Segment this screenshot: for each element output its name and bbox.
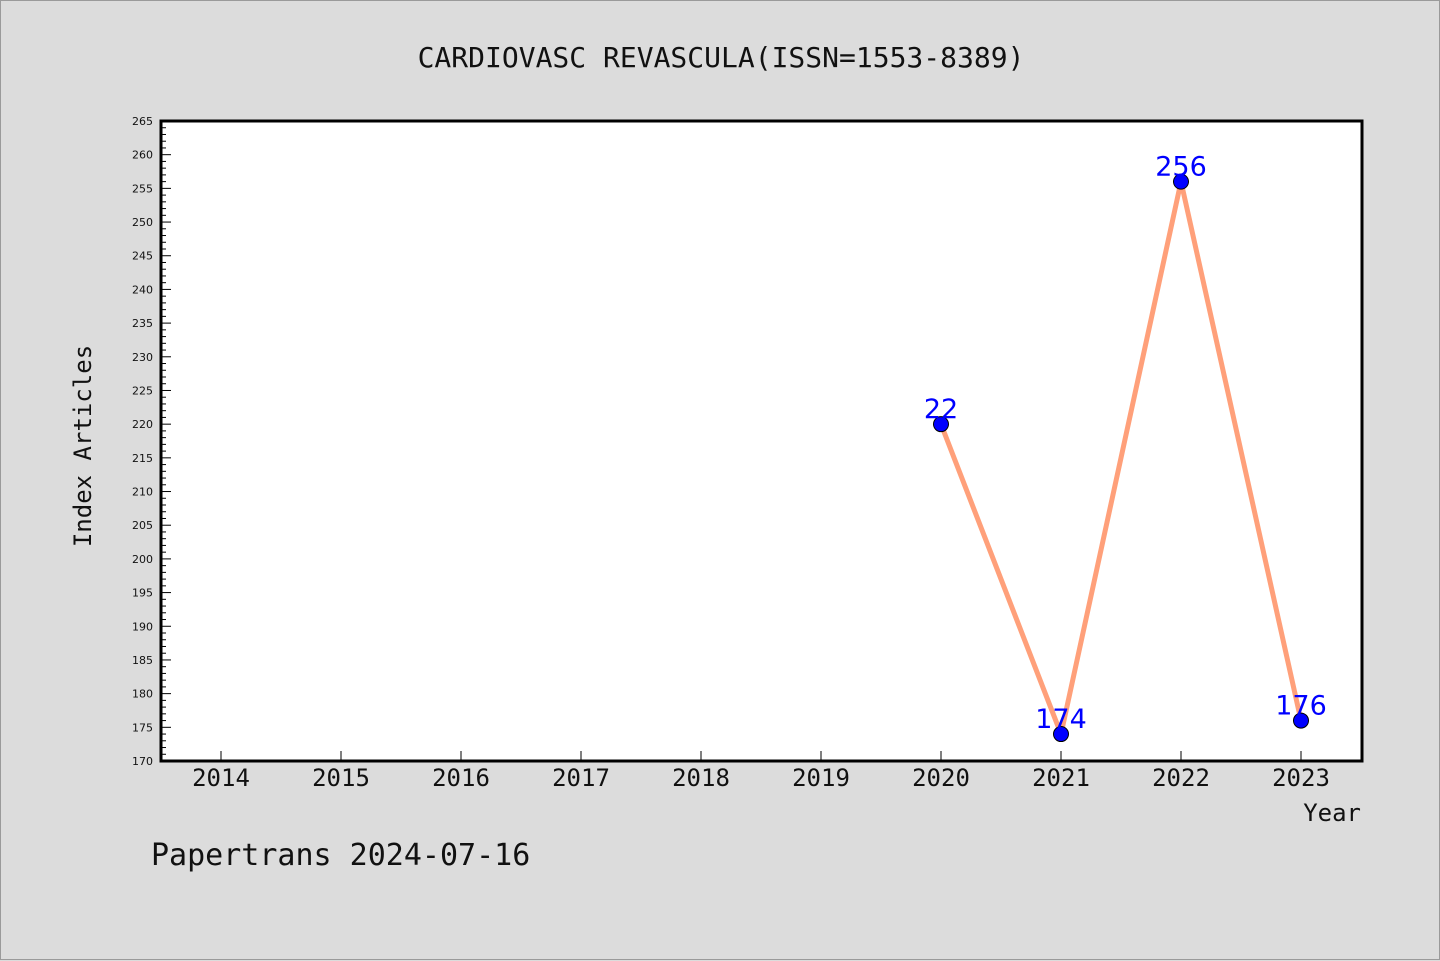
- x-tick-label: 2019: [792, 764, 850, 792]
- y-tick-label: 190: [132, 620, 153, 633]
- y-tick-label: 225: [132, 384, 153, 397]
- y-tick-label: 185: [132, 654, 153, 667]
- plot-area: [159, 119, 1364, 763]
- x-axis: 2014 2015 2016 2017 2018 2019 2020 2021 2022 2023: [192, 751, 1330, 792]
- data-point: [1173, 173, 1189, 190]
- data-point: [1293, 712, 1309, 729]
- x-tick-label: 2021: [1032, 764, 1090, 792]
- y-axis-label: Index Articles: [69, 345, 97, 547]
- data-point: [1053, 726, 1069, 743]
- x-tick-label: 2020: [912, 764, 970, 792]
- y-tick-label: 265: [132, 115, 153, 128]
- y-tick-label: 200: [132, 553, 153, 566]
- data-label: 176: [1275, 691, 1327, 722]
- data-label: 256: [1155, 152, 1207, 183]
- y-tick-label: 210: [132, 486, 153, 499]
- y-tick-label: 180: [132, 688, 153, 701]
- series-layer: 22 174 256 176: [924, 152, 1327, 743]
- y-tick-label: 195: [132, 587, 153, 600]
- y-tick-label: 215: [132, 452, 153, 465]
- x-tick-label: 2017: [552, 764, 610, 792]
- y-tick-label: 235: [132, 317, 153, 330]
- y-tick-label: 250: [132, 216, 153, 229]
- chart-title: CARDIOVASC REVASCULA(ISSN=1553-8389): [418, 41, 1025, 74]
- x-tick-label: 2016: [432, 764, 490, 792]
- x-tick-label: 2018: [672, 764, 730, 792]
- x-axis-label: Year: [1303, 799, 1361, 827]
- y-tick-label: 240: [132, 283, 153, 296]
- series-line: [938, 179, 1304, 737]
- y-tick-label: 205: [132, 519, 153, 532]
- y-tick-label: 230: [132, 351, 153, 364]
- data-label: 174: [1035, 704, 1087, 735]
- y-tick-label: 245: [132, 250, 153, 263]
- x-tick-label: 2015: [312, 764, 370, 792]
- y-tick-label: 175: [132, 721, 153, 734]
- data-label: 22: [924, 394, 958, 425]
- x-tick-label: 2023: [1272, 764, 1330, 792]
- y-tick-label: 220: [132, 418, 153, 431]
- y-tick-label: 170: [132, 755, 153, 768]
- y-tick-label: 255: [132, 182, 153, 195]
- y-axis: 170 175 180 185 190 195 200 205 210 215 220 225 230 2…: [132, 115, 171, 768]
- x-tick-label: 2022: [1152, 764, 1210, 792]
- data-point: [933, 416, 949, 433]
- footer-credit: Papertrans 2024-07-16: [151, 838, 530, 873]
- y-tick-label: 260: [132, 149, 153, 162]
- x-tick-label: 2014: [192, 764, 250, 792]
